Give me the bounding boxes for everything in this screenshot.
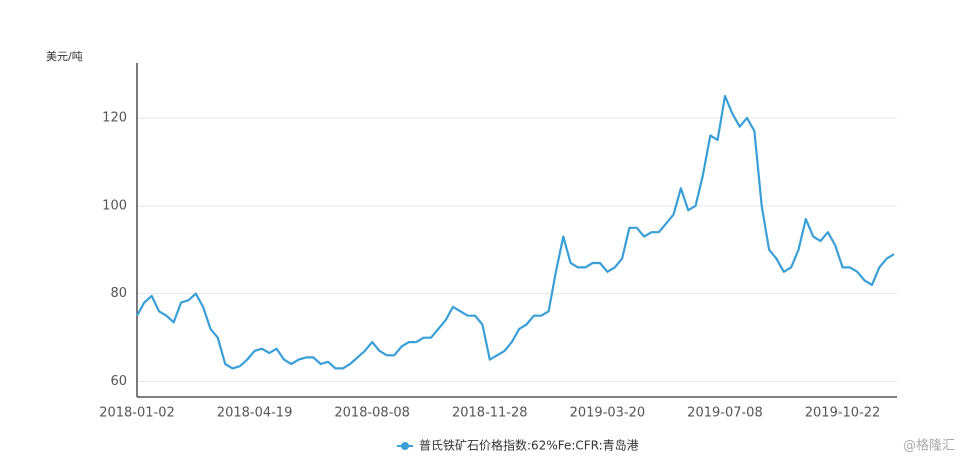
y-tick-label: 100 <box>102 198 127 213</box>
line <box>136 94 895 370</box>
watermark: @格隆汇 <box>903 438 955 454</box>
x-tick-label: 2019-07-08 <box>687 406 763 421</box>
y-tick-label: 80 <box>110 286 127 301</box>
legend-marker <box>401 442 409 450</box>
x-tick-label: 2018-01-02 <box>99 406 175 421</box>
legend-label: 普氏铁矿石价格指数:62%Fe:CFR:青岛港 <box>419 438 639 453</box>
x-tick-label: 2018-08-08 <box>334 406 410 421</box>
y-axis-label: 美元/吨 <box>46 50 83 63</box>
x-tick-label: 2018-04-19 <box>217 406 293 421</box>
y-tick-label: 120 <box>102 110 127 125</box>
x-tick-label: 2019-03-20 <box>570 406 646 421</box>
x-tick-label: 2019-10-22 <box>805 406 881 421</box>
x-tick-label: 2018-11-28 <box>452 406 528 421</box>
y-tick-label: 60 <box>110 374 127 389</box>
